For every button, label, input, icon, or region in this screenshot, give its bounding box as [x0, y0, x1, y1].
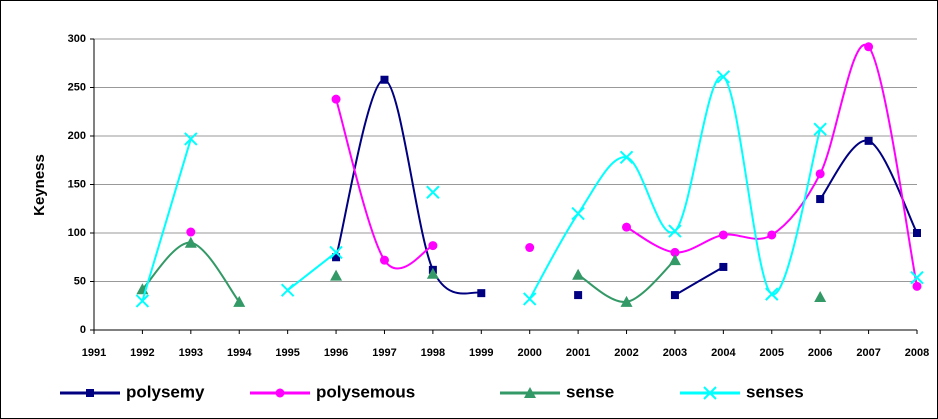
data-point [184, 236, 197, 248]
data-point [670, 291, 679, 300]
data-point [330, 269, 343, 281]
x-tick-label: 1994 [227, 347, 252, 359]
y-tick-label: 250 [68, 81, 86, 93]
legend-marker [86, 389, 94, 397]
y-tick-label: 300 [68, 33, 86, 45]
data-point [815, 169, 825, 179]
x-tick-label: 1995 [275, 347, 299, 359]
x-tick-label: 1998 [421, 347, 445, 359]
data-point [525, 243, 535, 253]
data-point [477, 289, 486, 298]
data-point [668, 224, 682, 238]
data-point [380, 75, 389, 84]
data-point [719, 262, 728, 271]
data-point [186, 227, 196, 237]
x-tick-label: 1996 [324, 347, 348, 359]
x-tick-label: 2004 [711, 347, 736, 359]
x-tick-label: 1992 [130, 347, 154, 359]
data-point [331, 94, 341, 104]
legend-label: polysemous [316, 382, 415, 401]
y-tick-label: 150 [68, 178, 86, 190]
data-point [864, 42, 874, 52]
data-point [620, 295, 633, 307]
x-tick-label: 2006 [808, 347, 832, 359]
data-point [332, 253, 341, 262]
x-tick-label: 2001 [566, 347, 590, 359]
x-tick-label: 1997 [372, 347, 396, 359]
data-point [913, 229, 921, 237]
x-tick-label: 1991 [82, 347, 106, 359]
data-point [668, 254, 681, 266]
x-tick-label: 2002 [614, 347, 638, 359]
y-tick-label: 200 [68, 130, 86, 142]
data-point [814, 291, 827, 303]
y-axis-label: Keyness [31, 154, 48, 216]
data-point [184, 132, 198, 146]
legend-marker [524, 387, 536, 398]
data-point [426, 185, 440, 199]
data-point [379, 255, 389, 265]
legend-label: polysemy [126, 382, 205, 401]
x-tick-label: 2003 [663, 347, 687, 359]
data-point [816, 195, 825, 204]
x-tick-label: 2000 [517, 347, 541, 359]
data-point [716, 70, 731, 84]
data-point [670, 247, 680, 257]
x-tick-label: 1993 [179, 347, 203, 359]
x-tick-label: 1999 [469, 347, 493, 359]
data-point [619, 150, 634, 165]
data-point [233, 295, 246, 307]
legend-marker [703, 386, 717, 400]
y-tick-label: 50 [74, 275, 86, 287]
legend-label: sense [566, 382, 614, 401]
data-point [864, 136, 873, 145]
legend-label: senses [746, 382, 804, 401]
legend-marker [275, 388, 285, 398]
data-point [426, 267, 439, 279]
x-tick-label: 2007 [856, 347, 880, 359]
x-tick-label: 2008 [905, 347, 929, 359]
y-tick-label: 0 [80, 324, 86, 336]
data-point [572, 268, 585, 280]
data-point [571, 206, 585, 221]
data-point [718, 230, 728, 240]
data-point [280, 283, 295, 297]
data-point [135, 294, 150, 308]
data-point [574, 291, 583, 300]
data-point [813, 122, 827, 136]
data-point [329, 245, 343, 260]
data-point [912, 281, 922, 291]
x-tick-label: 2005 [760, 347, 784, 359]
data-point [428, 241, 438, 251]
data-point [522, 292, 537, 306]
data-point [767, 230, 777, 240]
data-point [765, 287, 779, 301]
y-tick-label: 100 [68, 227, 86, 239]
data-point [622, 222, 632, 232]
data-point [910, 270, 924, 285]
